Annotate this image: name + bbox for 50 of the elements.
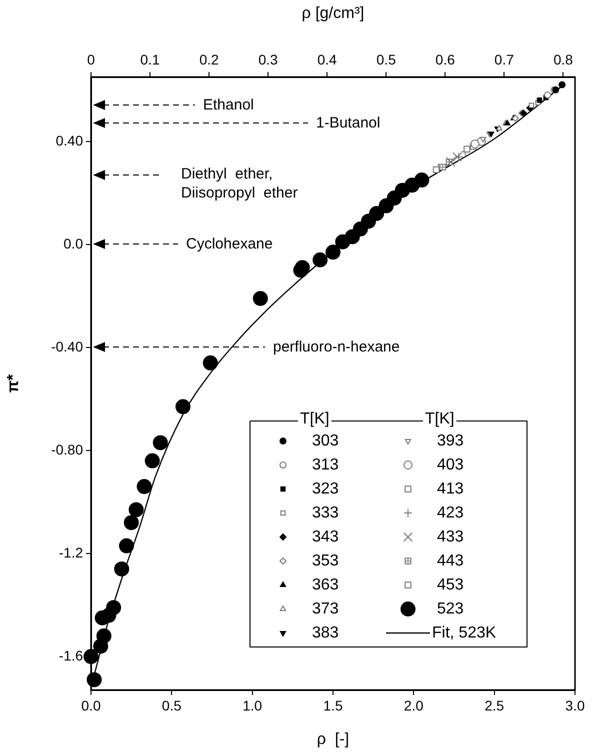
text: T[K] xyxy=(425,410,454,428)
ref-line-label: perfluoro-n-hexane xyxy=(273,338,400,356)
y-tick-label: -1.6 xyxy=(58,647,84,664)
x2-tick-label: 0.6 xyxy=(435,51,456,68)
legend-label: 363 xyxy=(312,576,339,594)
legend-label: Fit, 523K xyxy=(432,624,496,642)
x2-tick-label: 0.3 xyxy=(258,51,278,68)
x-tick-label: 0.5 xyxy=(162,697,182,714)
y-tick-label: 0.0 xyxy=(64,235,84,252)
x2-tick-label: 0.1 xyxy=(140,51,160,68)
y-tick-label: 0.40 xyxy=(56,132,84,148)
x2-tick-label: 0.5 xyxy=(376,51,396,68)
legend-label: 333 xyxy=(312,504,339,522)
legend-label: 453 xyxy=(437,576,464,594)
legend-label: 403 xyxy=(437,456,464,474)
legend-label: 313 xyxy=(312,456,339,474)
x-axis-title: ρ [-] xyxy=(316,730,350,748)
legend-label: 343 xyxy=(312,528,339,546)
x2-tick-label: 0 xyxy=(87,51,96,68)
x2-axis-title: ρ [g/cm³] xyxy=(302,5,364,22)
ref-line-label: 1-Butanol xyxy=(316,114,380,132)
legend-label: 443 xyxy=(437,552,464,570)
x-tick-label: 2.0 xyxy=(404,697,424,714)
legend-label: 303 xyxy=(312,432,339,450)
legend-label: 413 xyxy=(437,480,464,498)
y-tick-label: -0.40 xyxy=(51,338,84,354)
legend-label: 353 xyxy=(312,552,339,570)
x2-tick-label: 0.4 xyxy=(317,51,338,68)
ref-line-label: Diethyl ether, Diisopropyl ether xyxy=(181,166,298,202)
x-tick-label: 1.5 xyxy=(323,697,343,714)
x2-tick-label: 0.8 xyxy=(553,51,574,68)
x-tick-label: 0.0 xyxy=(81,697,101,714)
x2-tick-label: 0.2 xyxy=(199,51,219,68)
x2-tick-label: 0.7 xyxy=(494,51,514,68)
x-tick-label: 2.5 xyxy=(484,697,504,714)
legend-label: 373 xyxy=(312,600,339,618)
legend-label: 383 xyxy=(312,624,339,642)
legend-label: 393 xyxy=(437,432,464,450)
legend-label: 433 xyxy=(437,528,464,546)
y-tick-label: -1.2 xyxy=(58,544,84,560)
legend-label: 323 xyxy=(312,480,339,498)
y-axis-title: π* xyxy=(5,373,22,393)
legend-label: 423 xyxy=(437,504,464,522)
x-tick-label: 3.0 xyxy=(565,697,585,714)
x-tick-label: 1.0 xyxy=(242,697,262,714)
legend-label: 523 xyxy=(437,600,464,618)
y-tick-label: -0.80 xyxy=(51,441,84,458)
ref-line-label: Ethanol xyxy=(203,96,254,114)
legend-title: T[K] xyxy=(300,410,330,428)
ref-line-label: Cyclohexane xyxy=(186,236,273,253)
